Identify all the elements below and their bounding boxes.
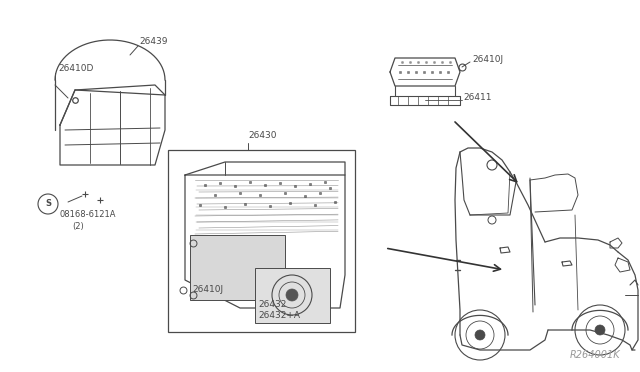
Text: 26410J: 26410J	[192, 285, 223, 295]
Bar	[255, 268, 330, 323]
Circle shape	[475, 330, 485, 340]
Text: 26411: 26411	[463, 93, 492, 103]
Text: 08168-6121A: 08168-6121A	[60, 210, 116, 219]
Bar	[168, 150, 355, 332]
Text: 26430: 26430	[248, 131, 276, 140]
Circle shape	[595, 325, 605, 335]
Circle shape	[286, 289, 298, 301]
Text: 26432+A: 26432+A	[258, 311, 300, 320]
Text: R264001K: R264001K	[570, 350, 620, 360]
Text: 26410D: 26410D	[58, 64, 93, 73]
Text: S: S	[45, 199, 51, 208]
Bar	[190, 235, 285, 300]
Text: 26439: 26439	[139, 37, 168, 46]
Text: (2): (2)	[72, 222, 84, 231]
Text: 26410J: 26410J	[472, 55, 503, 64]
Text: 26432: 26432	[258, 300, 286, 309]
